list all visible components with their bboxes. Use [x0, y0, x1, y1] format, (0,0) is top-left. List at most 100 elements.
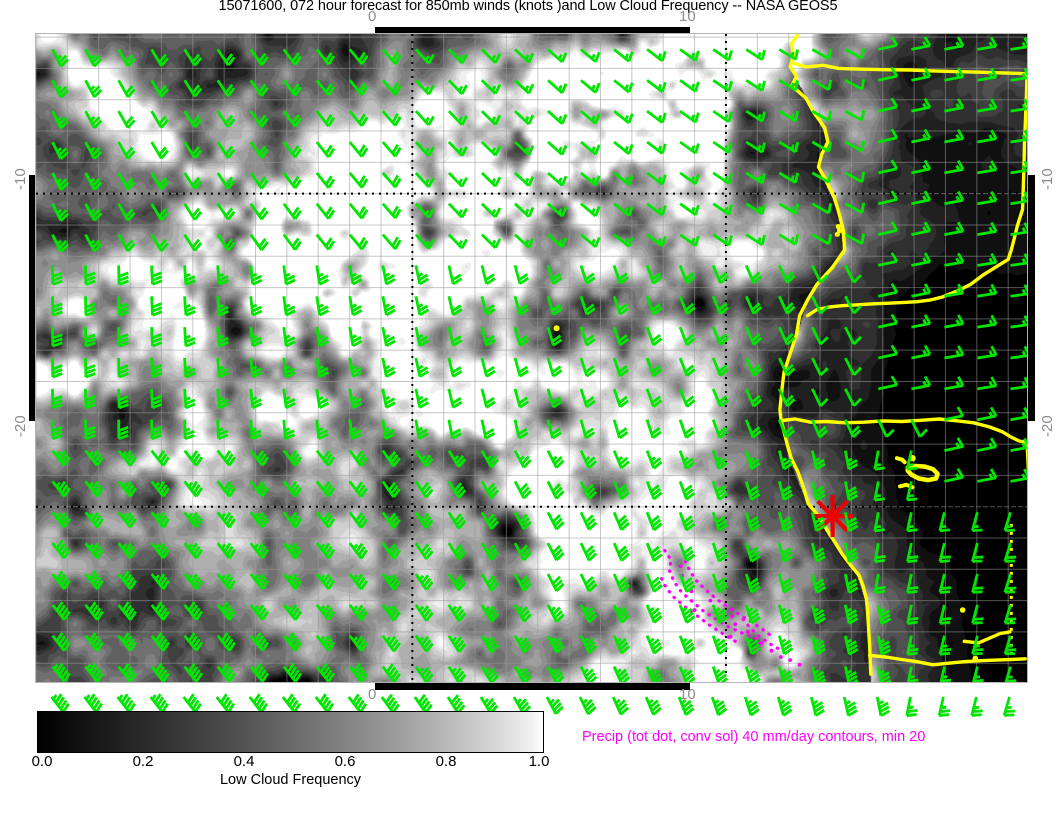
wind-barb — [810, 635, 827, 656]
wind-barb — [414, 357, 430, 378]
wind-barb — [579, 635, 598, 654]
wind-barb — [348, 604, 369, 621]
wind-barb — [811, 79, 833, 91]
wind-barb — [117, 480, 137, 498]
wind-barb — [811, 326, 829, 346]
wind-barb — [216, 542, 237, 559]
wind-barb — [678, 326, 696, 346]
wind-barb — [579, 604, 598, 624]
wind-barb — [381, 233, 402, 250]
wind-barb — [381, 202, 402, 219]
wind-barb — [216, 388, 230, 410]
wind-barb — [645, 450, 663, 470]
wind-barb — [778, 419, 795, 439]
wind-barb — [348, 634, 369, 652]
wind-barb — [580, 233, 601, 248]
wind-barb — [977, 252, 998, 267]
wind-barb — [150, 48, 169, 67]
wind-barb — [778, 79, 800, 92]
colorbar-tick-2: 0.4 — [233, 753, 255, 770]
wind-barb — [612, 326, 630, 347]
wind-barb — [84, 110, 103, 129]
wind-barb — [117, 570, 137, 590]
wind-barb — [744, 666, 761, 682]
wind-barb — [579, 573, 598, 593]
wind-barb — [249, 542, 270, 559]
wind-barb — [348, 542, 369, 560]
wind-barb — [447, 141, 468, 157]
wind-barb — [84, 79, 103, 99]
wind-barb — [547, 233, 568, 249]
wind-barb — [911, 67, 932, 82]
wind-barb — [970, 696, 983, 717]
wind-barb — [315, 79, 336, 97]
wind-barb — [906, 573, 919, 594]
wind-barb — [447, 48, 468, 65]
wind-barb — [971, 542, 984, 563]
map-plot-area[interactable] — [35, 33, 1028, 683]
wind-barb — [579, 388, 596, 409]
wind-barb — [150, 141, 169, 160]
wind-barb — [977, 36, 998, 51]
wind-barb — [944, 314, 965, 329]
wind-barb — [282, 233, 302, 251]
axis-bottom-tick-0: 0 — [368, 686, 377, 703]
wind-barb — [117, 388, 129, 410]
axis-left-tick-minus20: -20 — [12, 415, 29, 437]
wind-barb — [811, 295, 829, 315]
wind-barb — [348, 449, 368, 467]
wind-barb — [612, 357, 630, 378]
wind-barb — [579, 295, 596, 316]
wind-barb — [315, 573, 336, 590]
wind-barb — [711, 326, 729, 346]
wind-barb — [84, 419, 96, 441]
wind-barb — [480, 357, 496, 378]
wind-barb — [678, 635, 696, 655]
wind-barb — [580, 202, 601, 218]
wind-barb — [183, 357, 196, 379]
wind-barb — [744, 295, 763, 315]
wind-barb — [944, 221, 965, 236]
wind-barb — [348, 419, 362, 440]
wind-barb — [646, 48, 667, 63]
wind-barb — [447, 110, 468, 126]
island-dot — [553, 325, 560, 332]
wind-barb — [480, 295, 496, 316]
border-angola-north — [793, 62, 1027, 76]
wind-barb — [612, 573, 631, 593]
wind-barb — [977, 314, 998, 329]
wind-barb — [513, 326, 530, 347]
wind-barb — [282, 632, 303, 652]
wind-barb — [811, 419, 829, 439]
colorbar-tick-3: 0.6 — [334, 753, 356, 770]
wind-barb — [381, 480, 401, 498]
wind-barb — [646, 109, 667, 124]
wind-barb — [480, 265, 496, 285]
wind-barb — [878, 282, 899, 298]
wind-barb — [944, 252, 965, 267]
wind-barb — [580, 48, 601, 63]
wind-barb — [645, 388, 663, 408]
wind-barb — [117, 79, 136, 98]
wind-barb — [744, 511, 761, 532]
wind-barb — [645, 419, 662, 439]
wind-barb — [84, 172, 103, 191]
wind-barb — [911, 128, 932, 144]
wind-barb — [1003, 635, 1017, 656]
border-node-dot — [972, 655, 979, 662]
wind-barb — [84, 203, 103, 222]
wind-barb — [447, 171, 468, 188]
wind-barb — [414, 265, 430, 286]
wind-barb — [679, 109, 700, 124]
wind-barb — [414, 634, 434, 653]
wind-barb — [315, 233, 336, 251]
wind-barb — [183, 449, 204, 467]
wind-barb — [612, 635, 631, 655]
wind-barb — [712, 140, 733, 154]
wind-barb — [348, 202, 369, 220]
wind-barb — [613, 140, 634, 155]
wind-barb — [348, 296, 363, 317]
wind-barb — [938, 542, 952, 563]
wind-barb — [810, 573, 826, 594]
wind-barb — [150, 357, 163, 379]
